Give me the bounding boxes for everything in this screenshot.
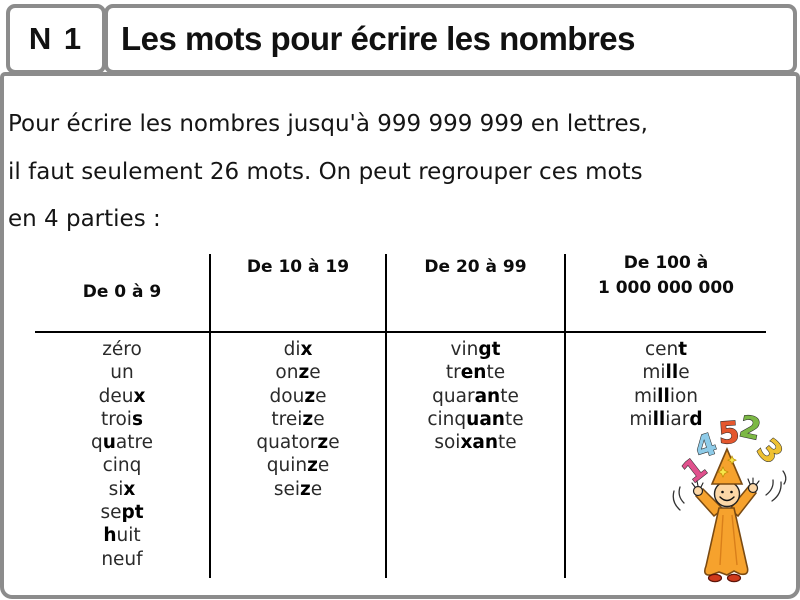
number-word: soixante [434, 432, 517, 454]
number-word: cinquante [427, 408, 524, 430]
intro-paragraph: Pour écrire les nombres jusqu'à 999 999 … [8, 101, 792, 244]
number-word: quinze [266, 455, 330, 477]
number-word: un [110, 362, 134, 384]
number-word: cent [644, 339, 688, 360]
number-word: treize [271, 408, 325, 430]
number-word: quarante [432, 385, 519, 407]
juggled-number-5: 5 [717, 415, 740, 451]
hat-star-icon [717, 466, 729, 478]
number-word: zéro [102, 339, 142, 360]
number-word: dix [283, 339, 313, 360]
table-column-divider [209, 254, 211, 578]
number-word: deux [98, 385, 146, 407]
table-header-rule [35, 331, 766, 333]
intro-line: en 4 parties : [8, 206, 161, 232]
page-title: Les mots pour écrire les nombres [121, 20, 636, 57]
number-word: onze [275, 362, 321, 384]
number-juggler-wizard-illustration: 1 4 5 2 3 [672, 409, 790, 583]
word-list-0-9: zéro un deux trois quatre cinq six sept huit neuf [35, 338, 209, 571]
column-header-10-19: De 10 à 19 [246, 257, 350, 277]
number-word: milliard [629, 408, 703, 430]
number-word: neuf [101, 548, 143, 570]
word-list-10-19: dix onze douze treize quatorze quinze seize [211, 338, 385, 501]
number-word: douze [269, 385, 327, 407]
title-bar: Les mots pour écrire les nombres [104, 4, 797, 74]
juggled-number-2: 2 [736, 409, 764, 448]
number-word: huit [103, 525, 141, 547]
lesson-number-badge: N 1 [6, 4, 106, 74]
number-word: vingt [450, 339, 501, 360]
badge-label: N 1 [28, 21, 84, 56]
column-header-20-99: De 20 à 99 [424, 257, 527, 277]
column-header-0-9: De 0 à 9 [82, 282, 162, 302]
number-word: six [108, 478, 136, 500]
table-column-divider [385, 254, 387, 578]
number-word: million [633, 385, 699, 407]
number-word: trois [101, 408, 143, 430]
number-word: quatre [90, 432, 154, 454]
column-header-100-up: De 100 à 1 000 000 000 [597, 253, 735, 298]
hat-star-icon [727, 455, 737, 466]
number-word: seize [273, 478, 323, 500]
intro-line: Pour écrire les nombres jusqu'à 999 999 … [8, 111, 648, 137]
word-list-20-99: vingt trente quarante cinquante soixante [387, 338, 564, 454]
motion-lines [672, 470, 787, 511]
number-word: quatorze [256, 432, 340, 454]
word-list-100-up: cent mille million milliard [566, 338, 766, 431]
content-frame [0, 72, 800, 599]
number-word: mille [642, 362, 690, 384]
number-word: trente [445, 362, 506, 384]
intro-line: il faut seulement 26 mots. On peut regro… [8, 158, 643, 185]
wizard-body [691, 446, 760, 583]
table-column-divider [564, 254, 566, 578]
number-word: cinq [102, 455, 142, 477]
number-word: sept [100, 502, 144, 524]
